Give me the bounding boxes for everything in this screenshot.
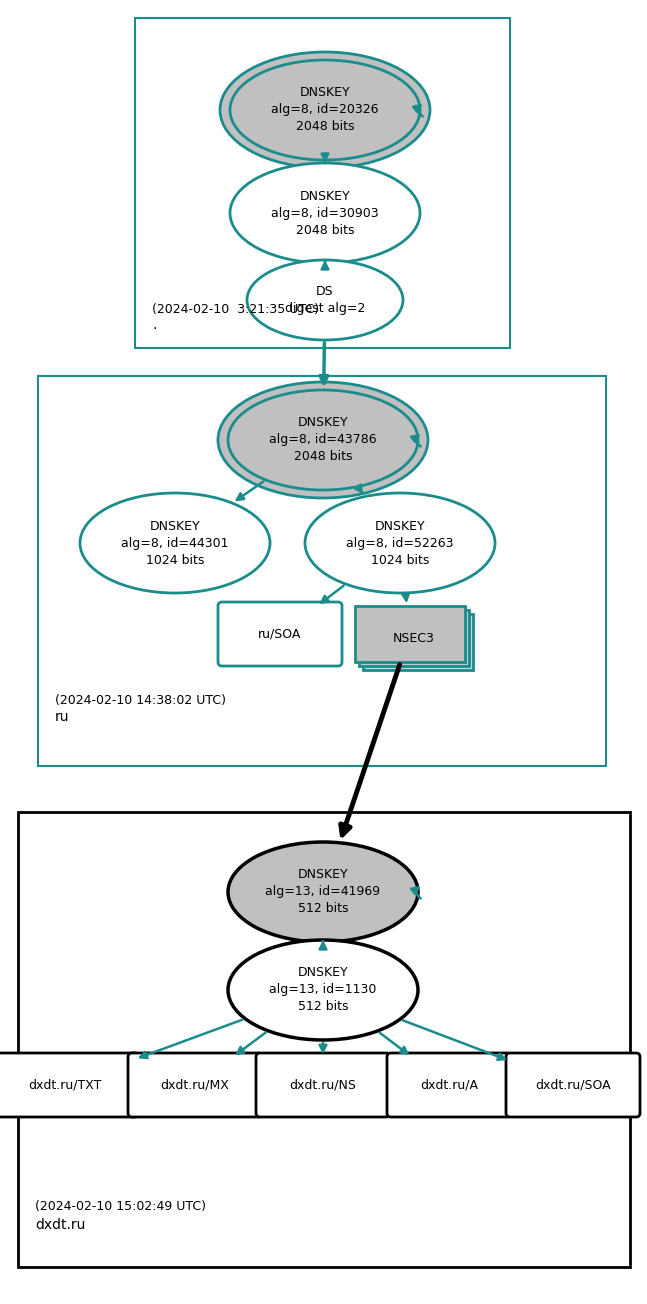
Text: ru: ru [55,709,69,724]
Text: (2024-02-10  3:21:35 UTC): (2024-02-10 3:21:35 UTC) [152,303,319,316]
FancyBboxPatch shape [506,1054,640,1118]
Bar [18,812,630,1267]
Text: dxdt.ru/SOA: dxdt.ru/SOA [535,1078,611,1091]
FancyBboxPatch shape [0,1054,139,1118]
Ellipse shape [230,60,420,160]
Text: (2024-02-10 14:38:02 UTC): (2024-02-10 14:38:02 UTC) [55,694,226,707]
FancyBboxPatch shape [359,610,469,666]
Ellipse shape [230,163,420,263]
Ellipse shape [228,390,418,490]
FancyBboxPatch shape [363,614,473,670]
Text: DNSKEY
alg=8, id=43786
2048 bits: DNSKEY alg=8, id=43786 2048 bits [269,416,377,463]
FancyBboxPatch shape [355,606,465,662]
FancyBboxPatch shape [128,1054,262,1118]
Ellipse shape [305,493,495,593]
Ellipse shape [218,382,428,498]
Bar [135,18,510,348]
Ellipse shape [228,842,418,941]
FancyBboxPatch shape [387,1054,511,1118]
Text: dxdt.ru/A: dxdt.ru/A [420,1078,478,1091]
Text: ru/SOA: ru/SOA [258,627,302,640]
Text: dxdt.ru/NS: dxdt.ru/NS [290,1078,356,1091]
Ellipse shape [80,493,270,593]
Text: .: . [152,318,157,333]
Text: DNSKEY
alg=8, id=44301
1024 bits: DNSKEY alg=8, id=44301 1024 bits [121,519,229,566]
Text: dxdt.ru: dxdt.ru [35,1218,85,1232]
Text: DNSKEY
alg=8, id=52263
1024 bits: DNSKEY alg=8, id=52263 1024 bits [346,519,454,566]
Text: dxdt.ru/TXT: dxdt.ru/TXT [28,1078,102,1091]
Text: DNSKEY
alg=8, id=20326
2048 bits: DNSKEY alg=8, id=20326 2048 bits [271,86,378,133]
FancyBboxPatch shape [256,1054,390,1118]
Text: dxdt.ru/MX: dxdt.ru/MX [160,1078,230,1091]
Text: DS
digest alg=2: DS digest alg=2 [285,286,365,316]
Ellipse shape [247,259,403,340]
Text: DNSKEY
alg=8, id=30903
2048 bits: DNSKEY alg=8, id=30903 2048 bits [271,189,378,236]
Text: NSEC3: NSEC3 [393,631,435,644]
Text: DNSKEY
alg=13, id=1130
512 bits: DNSKEY alg=13, id=1130 512 bits [269,966,377,1013]
Ellipse shape [220,52,430,168]
Text: (2024-02-10 15:02:49 UTC): (2024-02-10 15:02:49 UTC) [35,1200,206,1213]
Bar [38,376,606,765]
Ellipse shape [228,940,418,1041]
FancyBboxPatch shape [218,602,342,666]
Text: DNSKEY
alg=13, id=41969
512 bits: DNSKEY alg=13, id=41969 512 bits [265,868,380,915]
